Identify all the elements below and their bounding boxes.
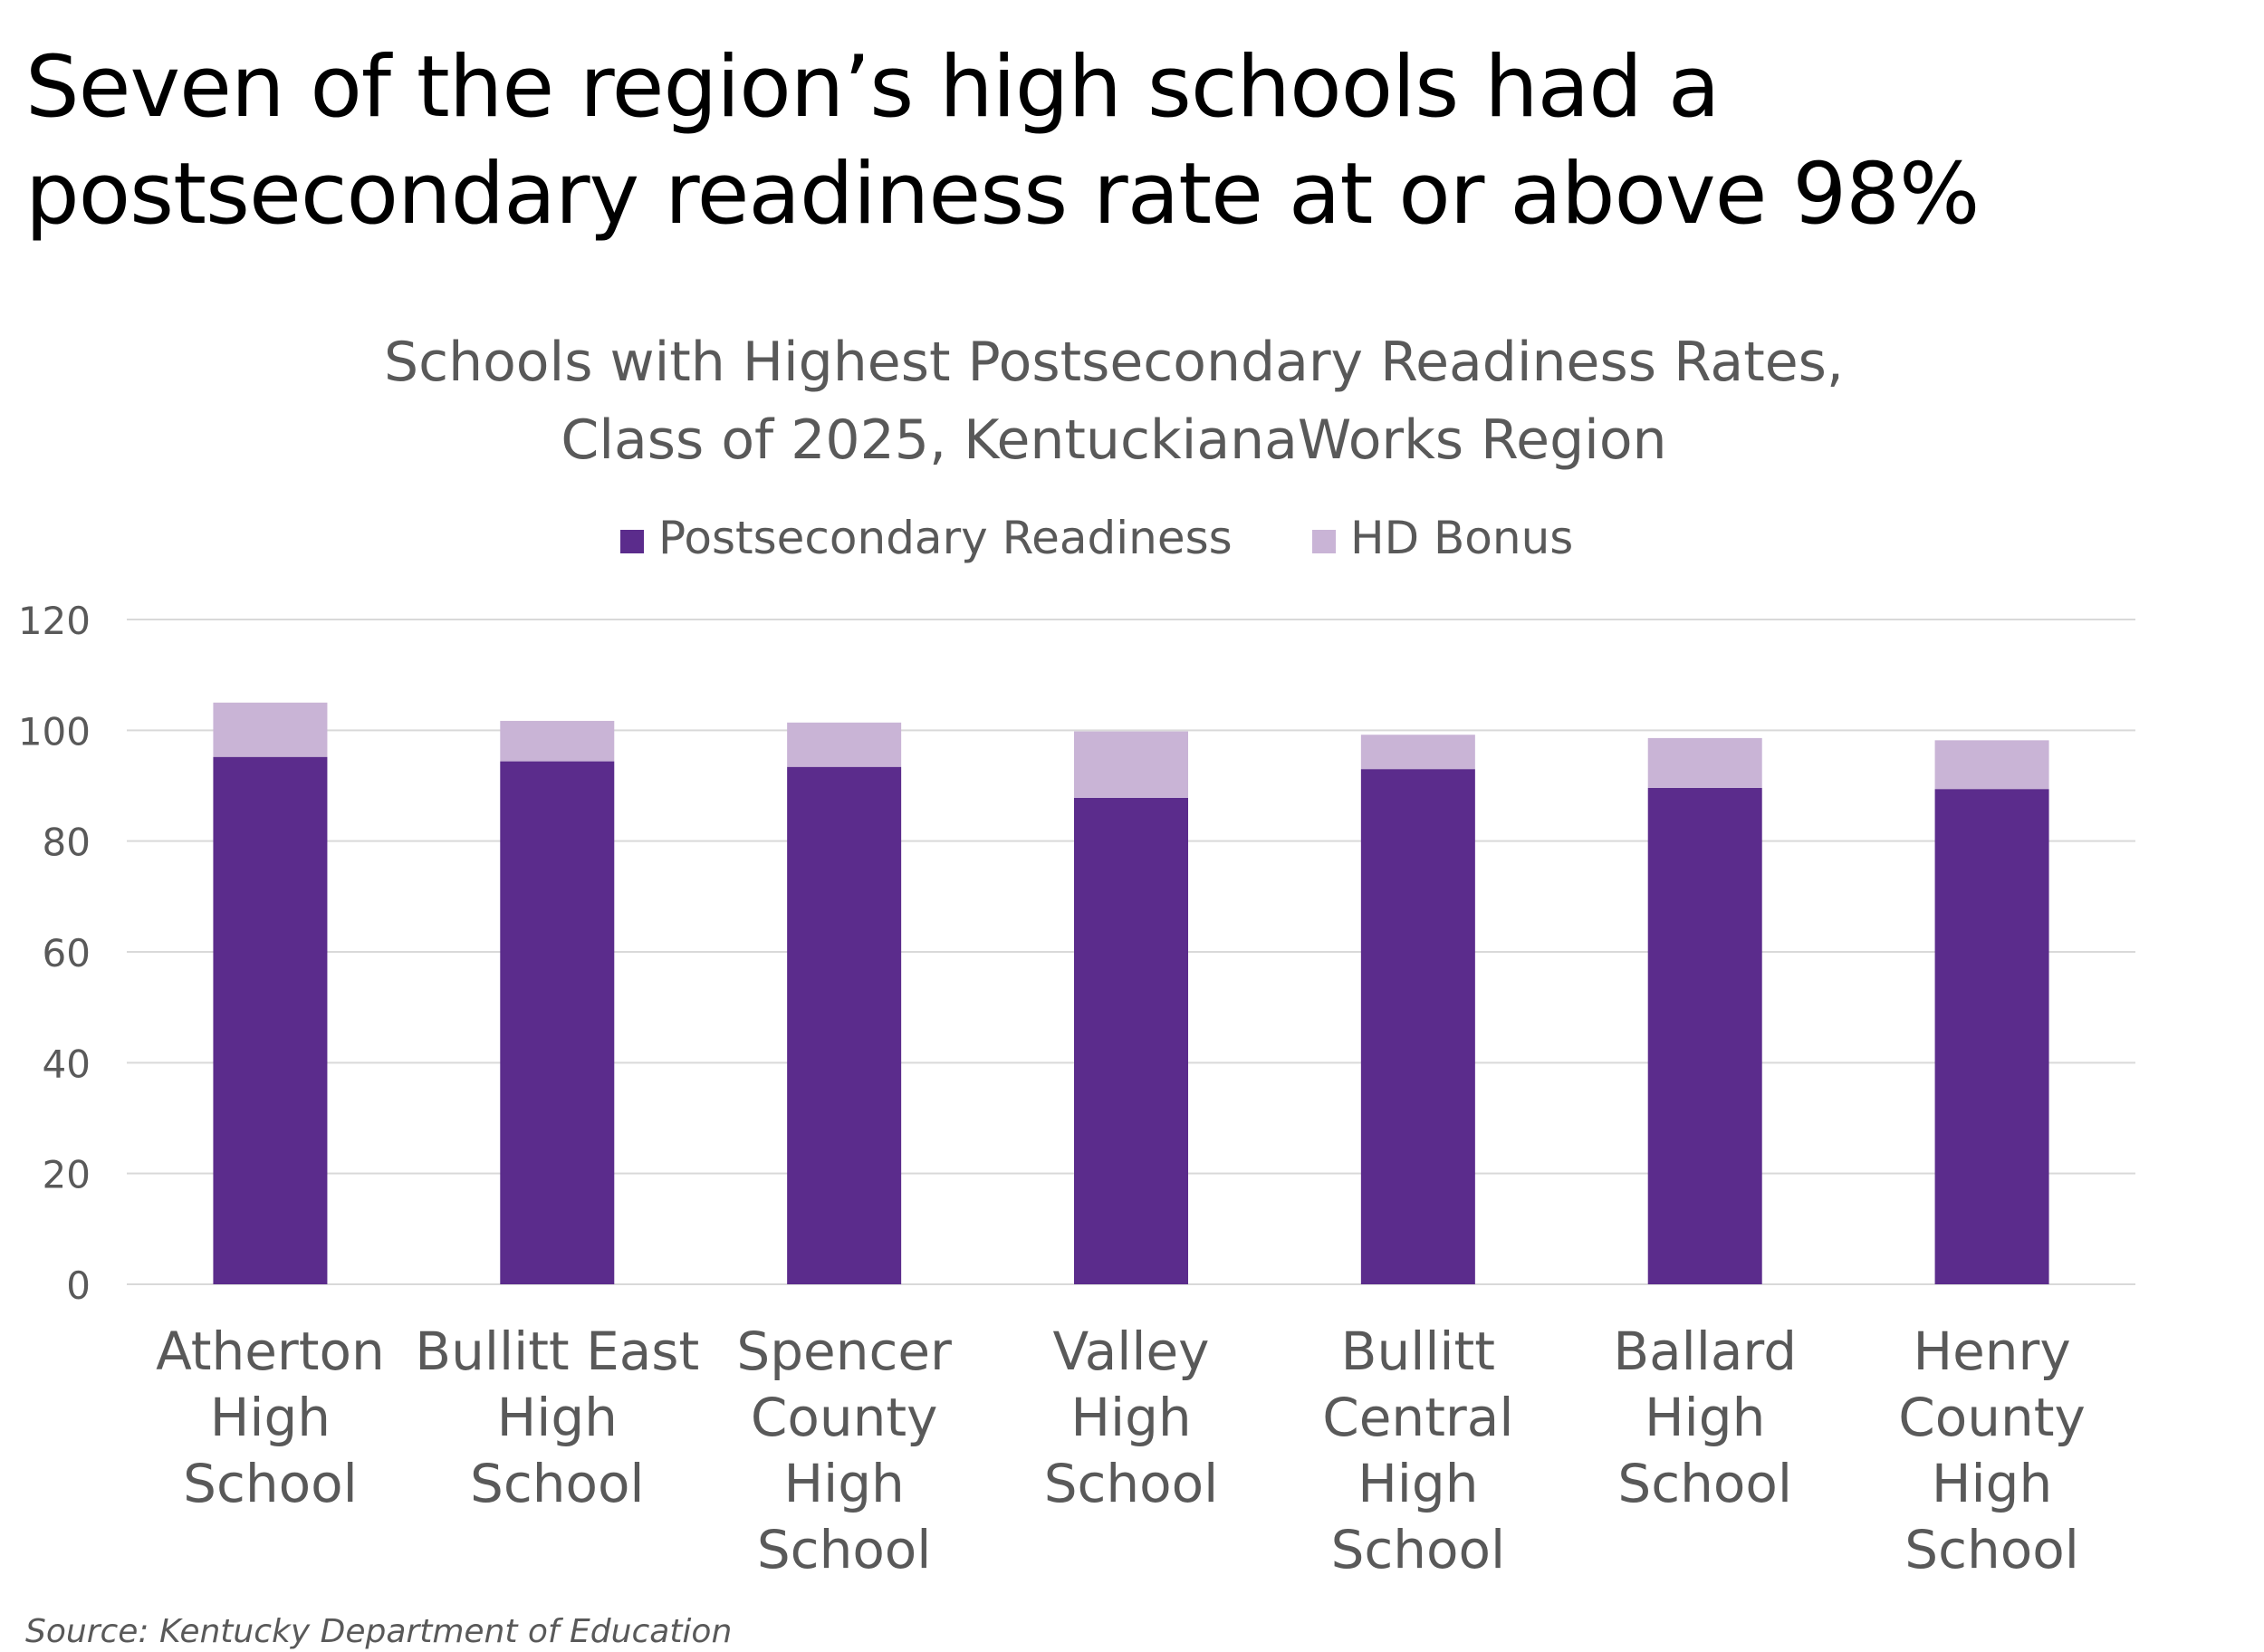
x-tick-label: High [1645,1387,1765,1448]
x-tick-label: Spencer [736,1321,952,1382]
y-tick-label: 40 [43,1042,91,1086]
y-tick-label: 0 [66,1263,91,1308]
headline: Seven of the region’s high schools had a… [25,34,2253,248]
x-tick-label: County [751,1387,938,1448]
x-tick-label: School [1904,1519,2079,1580]
y-tick-label: 100 [18,709,91,754]
y-tick-label: 80 [43,821,91,865]
bar-postsecondary-readiness [1360,769,1475,1284]
bar-hd-bonus [787,722,902,767]
x-tick-label: High [1070,1387,1191,1448]
bar-hd-bonus [213,702,328,757]
bar-hd-bonus [1074,731,1188,798]
chart-title-line: Schools with Highest Postsecondary Readi… [384,331,1844,394]
y-tick-label: 120 [18,599,91,643]
x-tick-label: Atherton [156,1321,385,1382]
bar-postsecondary-readiness [213,756,328,1284]
chart-title-line: Class of 2025, KentuckianaWorks Region [561,408,1666,472]
bar-hd-bonus [1647,737,1762,788]
source-note: Source: Kentucky Department of Education [25,1613,733,1650]
bar-postsecondary-readiness [1934,789,2049,1284]
headline-line-1: Seven of the region’s high schools had a [25,38,1720,137]
bar-postsecondary-readiness [1647,787,1762,1284]
x-tick-label: High [497,1387,618,1448]
bar-hd-bonus [1934,740,2049,790]
x-tick-label: School [470,1453,645,1514]
x-tick-label: School [1331,1519,1506,1580]
x-tick-label: High [210,1387,331,1448]
y-tick-label: 60 [43,931,91,975]
legend-label-postsecondary-readiness: Postsecondary Readiness [658,512,1233,564]
x-tick-label: Central [1322,1387,1513,1448]
x-tick-label: Henry [1913,1321,2070,1382]
y-tick-label: 20 [43,1153,91,1197]
bar-postsecondary-readiness [500,761,615,1284]
x-tick-label: School [1044,1453,1219,1514]
x-tick-label: Valley [1053,1321,1210,1382]
x-tick-label: High [1932,1453,2052,1514]
bar-postsecondary-readiness [787,766,902,1284]
x-tick-label: School [757,1519,932,1580]
x-tick-label: High [783,1453,904,1514]
x-tick-label: Ballard [1613,1321,1797,1382]
bar-postsecondary-readiness [1074,797,1188,1284]
bar-hd-bonus [500,720,615,762]
legend-swatch-hd-bonus [1312,530,1336,553]
legend-swatch-postsecondary-readiness [620,530,644,553]
x-tick-label: Bullitt East [415,1321,699,1382]
x-tick-label: School [1617,1453,1792,1514]
x-tick-label: High [1357,1453,1478,1514]
bar-hd-bonus [1360,735,1475,770]
x-tick-label: County [1898,1387,2086,1448]
headline-line-2: postsecondary readiness rate at or above… [25,145,1980,244]
legend-label-hd-bonus: HD Bonus [1350,512,1573,564]
x-tick-label: School [183,1453,358,1514]
x-tick-label: Bullitt [1341,1321,1495,1382]
